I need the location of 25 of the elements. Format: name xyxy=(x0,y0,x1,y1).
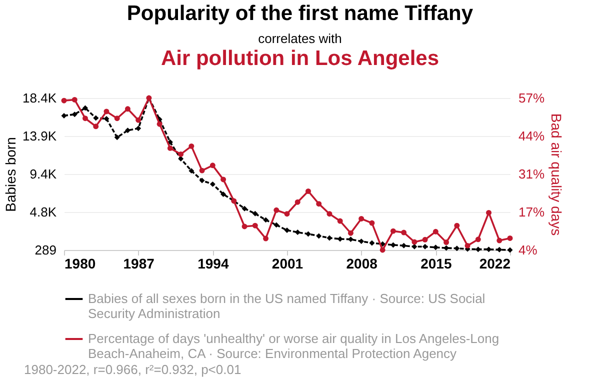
y2-axis-title: Bad air quality days xyxy=(548,113,565,236)
y-tick-label: 13.9K xyxy=(22,128,57,144)
y2-tick-label: 17% xyxy=(518,204,545,220)
x-tick-label: 1994 xyxy=(198,256,229,272)
y2-tick-label: 57% xyxy=(518,90,545,106)
legend-label: Percentage of days 'unhealthy' or worse air quality in Los Angeles-Long Beach-Anaheim, CA · Source: Environmental Protection Agency xyxy=(88,331,500,361)
y2-tick-label: 44% xyxy=(518,128,545,144)
y2-tick-label: 4% xyxy=(518,242,538,258)
y-tick-label: 289 xyxy=(34,242,56,258)
x-tick-label: 2001 xyxy=(272,256,304,272)
y-tick-label: 4.8K xyxy=(30,204,57,220)
text: Air pollution in Los Angeles xyxy=(160,47,440,71)
x-tick-label: 1980 xyxy=(64,256,96,272)
x-tick-label: 2015 xyxy=(420,256,452,272)
x-tick-label: 2022 xyxy=(479,256,511,272)
y-tick-label: 9.4K xyxy=(30,166,57,182)
y-axis-title: Babies born xyxy=(2,137,19,212)
legend-label: Babies of all sexes born in the US named Tiffany · Source: US Social Security Administration xyxy=(88,291,486,321)
x-tick-label: 2008 xyxy=(346,256,378,272)
chart-subtitle: correlates with xyxy=(257,31,343,46)
x-tick-label: 1987 xyxy=(123,256,155,272)
y-tick-label: 18.4K xyxy=(22,90,57,106)
chart-title: Popularity of the first name Tiffany xyxy=(126,2,474,26)
y2-tick-label: 31% xyxy=(518,166,545,182)
text: 1980-2022, r=0.966, r²=0.932, p<0.01 xyxy=(24,362,242,377)
